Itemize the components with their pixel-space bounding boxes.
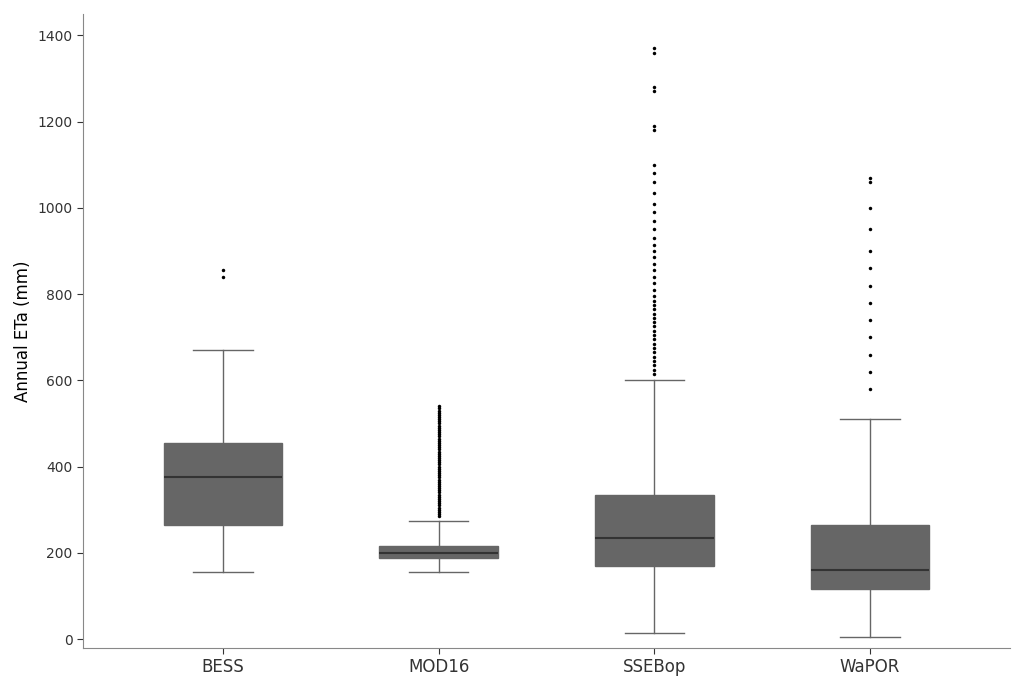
PathPatch shape: [164, 443, 283, 525]
PathPatch shape: [595, 495, 714, 566]
PathPatch shape: [380, 546, 498, 558]
PathPatch shape: [811, 525, 929, 589]
Y-axis label: Annual ETa (mm): Annual ETa (mm): [14, 260, 32, 402]
